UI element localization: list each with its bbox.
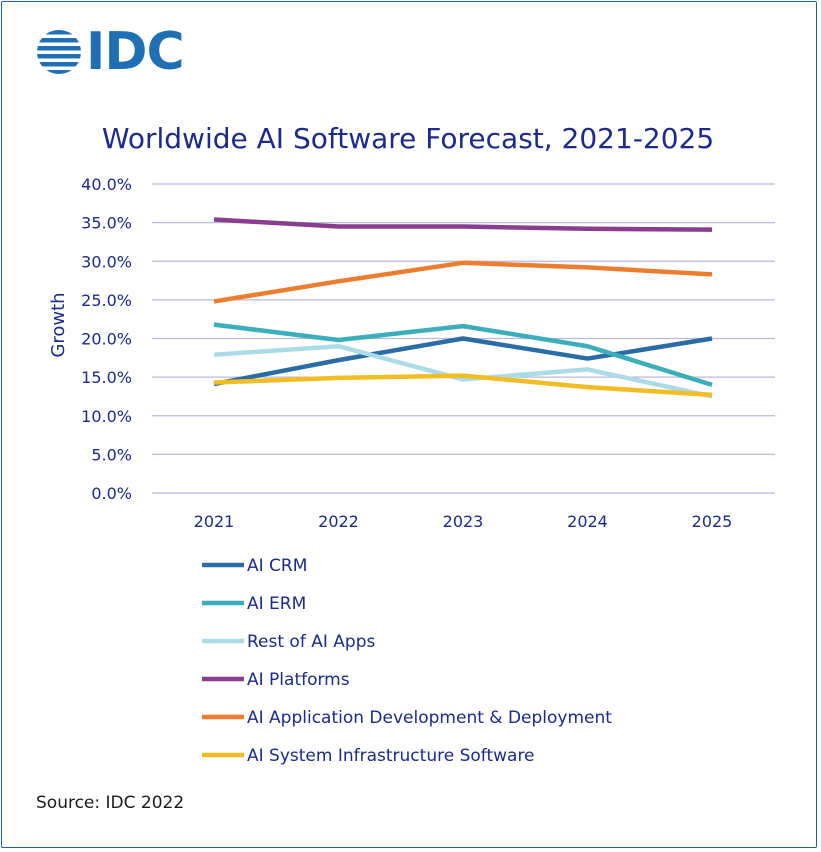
- source-note: Source: IDC 2022: [36, 793, 185, 813]
- series-line-2: [213, 343, 713, 399]
- legend-label: Rest of AI Apps: [247, 632, 375, 652]
- y-tick-label: 15.0%: [81, 368, 132, 387]
- legend-label: AI CRM: [247, 556, 307, 576]
- legend-label: AI Application Development & Deployment: [247, 708, 612, 728]
- y-tick-label: 5.0%: [91, 445, 132, 464]
- y-tick-label: 25.0%: [81, 291, 132, 310]
- y-tick-label: 40.0%: [81, 175, 132, 194]
- x-tick-label: 2025: [692, 512, 733, 531]
- y-tick-label: 30.0%: [81, 252, 132, 271]
- y-tick-label: 10.0%: [81, 407, 132, 426]
- series-line-5: [213, 373, 713, 398]
- series-line-0: [213, 336, 713, 387]
- y-tick-label: 0.0%: [91, 484, 132, 503]
- y-tick-label: 20.0%: [81, 330, 132, 349]
- idc-logo-text: IDC: [86, 22, 185, 82]
- line-chart: Worldwide AI Software Forecast, 2021-202…: [48, 122, 775, 766]
- series-line-4: [213, 260, 713, 304]
- legend-label: AI System Infrastructure Software: [247, 746, 535, 766]
- x-tick-label: 2021: [194, 512, 235, 531]
- x-tick-label: 2022: [318, 512, 359, 531]
- series-line-3: [213, 217, 713, 232]
- y-tick-label: 35.0%: [81, 214, 132, 233]
- idc-globe-icon: [37, 30, 81, 74]
- x-tick-label: 2024: [567, 512, 608, 531]
- x-tick-label: 2023: [443, 512, 484, 531]
- legend-label: AI ERM: [247, 594, 306, 614]
- chart-title: Worldwide AI Software Forecast, 2021-202…: [102, 122, 714, 155]
- y-axis-label: Growth: [48, 292, 69, 357]
- legend-label: AI Platforms: [247, 670, 350, 690]
- series-line-1: [213, 322, 713, 387]
